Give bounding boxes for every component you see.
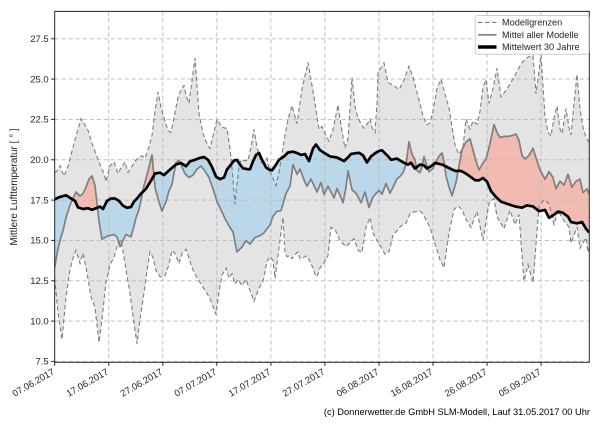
svg-text:Modellgrenzen: Modellgrenzen	[502, 17, 562, 27]
svg-text:Mittelwert 30 Jahre: Mittelwert 30 Jahre	[502, 42, 580, 52]
svg-text:27.5: 27.5	[30, 34, 49, 45]
svg-text:10.0: 10.0	[30, 316, 49, 327]
svg-text:7.5: 7.5	[35, 357, 48, 368]
svg-text:Mittlere Lufttemperatur [ ° ]: Mittlere Lufttemperatur [ ° ]	[9, 128, 20, 245]
svg-text:(c) Donnerwetter.de GmbH SLM-M: (c) Donnerwetter.de GmbH SLM-Modell, Lau…	[324, 407, 590, 417]
svg-text:17.5: 17.5	[30, 195, 49, 206]
svg-text:Mittel aller Modelle: Mittel aller Modelle	[502, 30, 579, 40]
svg-text:12.5: 12.5	[30, 276, 49, 287]
svg-text:25.0: 25.0	[30, 74, 49, 85]
svg-text:20.0: 20.0	[30, 155, 49, 166]
svg-text:15.0: 15.0	[30, 236, 49, 247]
svg-text:22.5: 22.5	[30, 115, 49, 126]
